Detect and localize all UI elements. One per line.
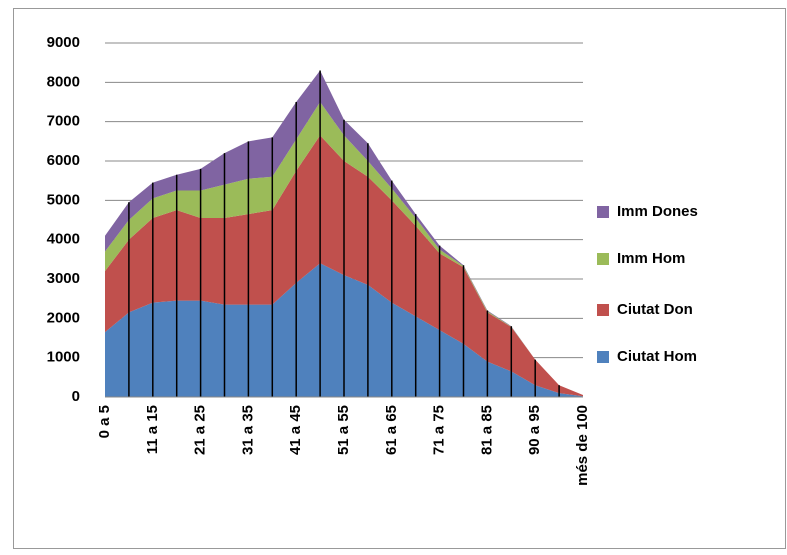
y-tick-label: 4000 — [47, 231, 80, 248]
y-tick-label: 0 — [72, 388, 80, 405]
legend-label: Ciutat Hom — [617, 348, 697, 365]
y-tick-label: 5000 — [47, 191, 80, 208]
x-tick-label: 81 a 85 — [478, 405, 495, 455]
y-tick-label: 6000 — [47, 152, 80, 169]
y-tick-label: 8000 — [47, 73, 80, 90]
x-tick-label: 51 a 55 — [335, 405, 352, 455]
y-tick-label: 1000 — [47, 349, 80, 366]
x-tick-label: 71 a 75 — [431, 405, 448, 455]
x-tick-label: 41 a 45 — [287, 405, 304, 455]
x-tick-label: 31 a 35 — [239, 405, 256, 455]
legend-swatch — [597, 304, 609, 316]
x-tick-label: més de 100 — [574, 405, 591, 486]
legend-label: Imm Dones — [617, 203, 698, 220]
legend-label: Ciutat Don — [617, 301, 693, 318]
legend-swatch — [597, 206, 609, 218]
legend-swatch — [597, 351, 609, 363]
y-tick-label: 3000 — [47, 270, 80, 287]
legend-label: Imm Hom — [617, 250, 685, 267]
y-tick-label: 9000 — [47, 34, 80, 51]
x-tick-label: 90 a 95 — [526, 405, 543, 455]
x-tick-label: 11 a 15 — [144, 405, 161, 454]
x-tick-label: 0 a 5 — [96, 405, 113, 438]
y-tick-label: 7000 — [47, 113, 80, 130]
x-tick-label: 21 a 25 — [192, 405, 209, 455]
x-tick-label: 61 a 65 — [383, 405, 400, 455]
y-tick-label: 2000 — [47, 309, 80, 326]
legend-swatch — [597, 253, 609, 265]
